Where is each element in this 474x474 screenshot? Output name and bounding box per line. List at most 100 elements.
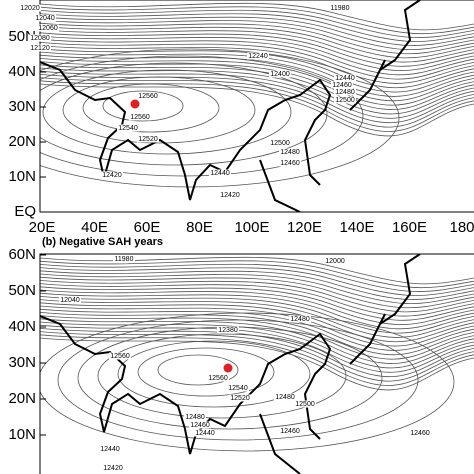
label-bg: [129, 113, 151, 121]
contour-line: [40, 51, 474, 93]
label-bg: [219, 191, 241, 199]
contour-label: 12460: [280, 160, 300, 167]
label-bg: [227, 384, 249, 392]
y-tick-label: 30N: [8, 354, 36, 371]
label-bg: [274, 393, 296, 401]
contour-label: 12500: [335, 97, 355, 104]
contour-line: [40, 312, 455, 452]
label-bg: [279, 427, 301, 435]
label-bg: [109, 352, 131, 360]
contour-line: [40, 324, 474, 373]
label-bg: [294, 400, 316, 408]
contour-line: [40, 273, 474, 304]
contour-line: [40, 270, 474, 300]
contour-line: [82, 83, 220, 133]
contour-label: 12000: [325, 258, 345, 265]
label-bg: [329, 4, 351, 12]
contour-label: 12020: [20, 5, 40, 12]
contour-line: [40, 58, 474, 102]
contour-line: [40, 305, 474, 347]
sah-center: [130, 99, 140, 109]
contour-label: 12560: [130, 114, 150, 121]
contour-line: [137, 347, 275, 397]
contour-line: [40, 67, 474, 115]
coastlines: [40, 254, 421, 474]
sah-center: [223, 363, 233, 373]
y-tick-label: 20N: [8, 390, 36, 407]
contour-line: [57, 319, 419, 441]
contour-line: [40, 13, 474, 42]
x-tick-label: 180: [449, 219, 474, 236]
contour-label: 12540: [228, 385, 248, 392]
panel-title: (b) Negative SAH years: [42, 236, 163, 248]
label-bg: [101, 171, 123, 179]
contour-line: [40, 54, 474, 97]
label-bg: [137, 135, 159, 143]
x-tick-label: 140E: [339, 219, 374, 236]
x-tick-label: 100E: [234, 219, 269, 236]
contour-line: [40, 45, 474, 84]
contour-line: [157, 354, 239, 386]
contour-line: [40, 289, 474, 325]
contour-line: [40, 276, 474, 309]
contour-line: [40, 286, 474, 321]
contour-line: [40, 296, 474, 334]
y-tick-label: EQ: [14, 203, 36, 220]
label-bg: [229, 394, 251, 402]
label-bg: [102, 464, 124, 472]
contour-line: [40, 9, 474, 38]
contour-line: [40, 334, 474, 386]
label-bg: [19, 4, 41, 12]
contour-line: [97, 333, 347, 419]
label-bg: [331, 81, 353, 89]
label-bg: [409, 429, 431, 437]
contour-label: 12480: [280, 149, 300, 156]
contour-label: 12240: [248, 53, 268, 60]
contour-label: 12440: [210, 170, 230, 177]
y-tick-label: 30N: [8, 98, 36, 115]
contour-label: 12460: [410, 430, 430, 437]
contour-label: 12420: [103, 465, 123, 472]
contour-label: 12480: [290, 316, 310, 323]
label-bg: [289, 315, 311, 323]
label-bg: [29, 34, 51, 42]
contour-line: [40, 318, 474, 364]
label-bg: [113, 255, 135, 263]
contour-line: [62, 76, 256, 144]
contour-line: [77, 326, 383, 430]
contour-label: 12400: [270, 71, 290, 78]
label-bg: [209, 169, 231, 177]
x-tick-label: 20E: [29, 219, 56, 236]
x-tick-label: 160E: [392, 219, 427, 236]
contour-label: 12120: [30, 45, 50, 52]
contour-line: [40, 308, 474, 351]
label-bg: [37, 24, 59, 32]
contour-line: [40, 29, 474, 63]
contour-line: [40, 267, 474, 296]
contour-line: [40, 70, 474, 119]
contour-line: [40, 280, 474, 313]
contour-label: 12380: [218, 327, 238, 334]
contour-label: 12560: [138, 93, 158, 100]
contour-label: 12540: [118, 125, 138, 132]
contour-line: [40, 62, 328, 166]
label-bg: [279, 148, 301, 156]
label-bg: [279, 159, 301, 167]
label-bg: [189, 421, 211, 429]
contour-line: [40, 80, 474, 132]
coastlines: [40, 0, 421, 212]
contour-label: 12420: [220, 192, 240, 199]
contour-line: [40, 77, 474, 128]
y-tick-label: 20N: [8, 133, 36, 150]
contour-line: [40, 35, 474, 71]
y-tick-label: 10N: [8, 426, 36, 443]
label-bg: [247, 52, 269, 60]
contour-label: 12420: [102, 172, 122, 179]
contour-label: 12440: [100, 446, 120, 453]
contour-label: 12520: [138, 136, 158, 143]
contour-line: [40, 48, 400, 188]
contour-label: 12560: [110, 353, 130, 360]
contours: [40, 256, 474, 452]
label-bg: [324, 257, 346, 265]
